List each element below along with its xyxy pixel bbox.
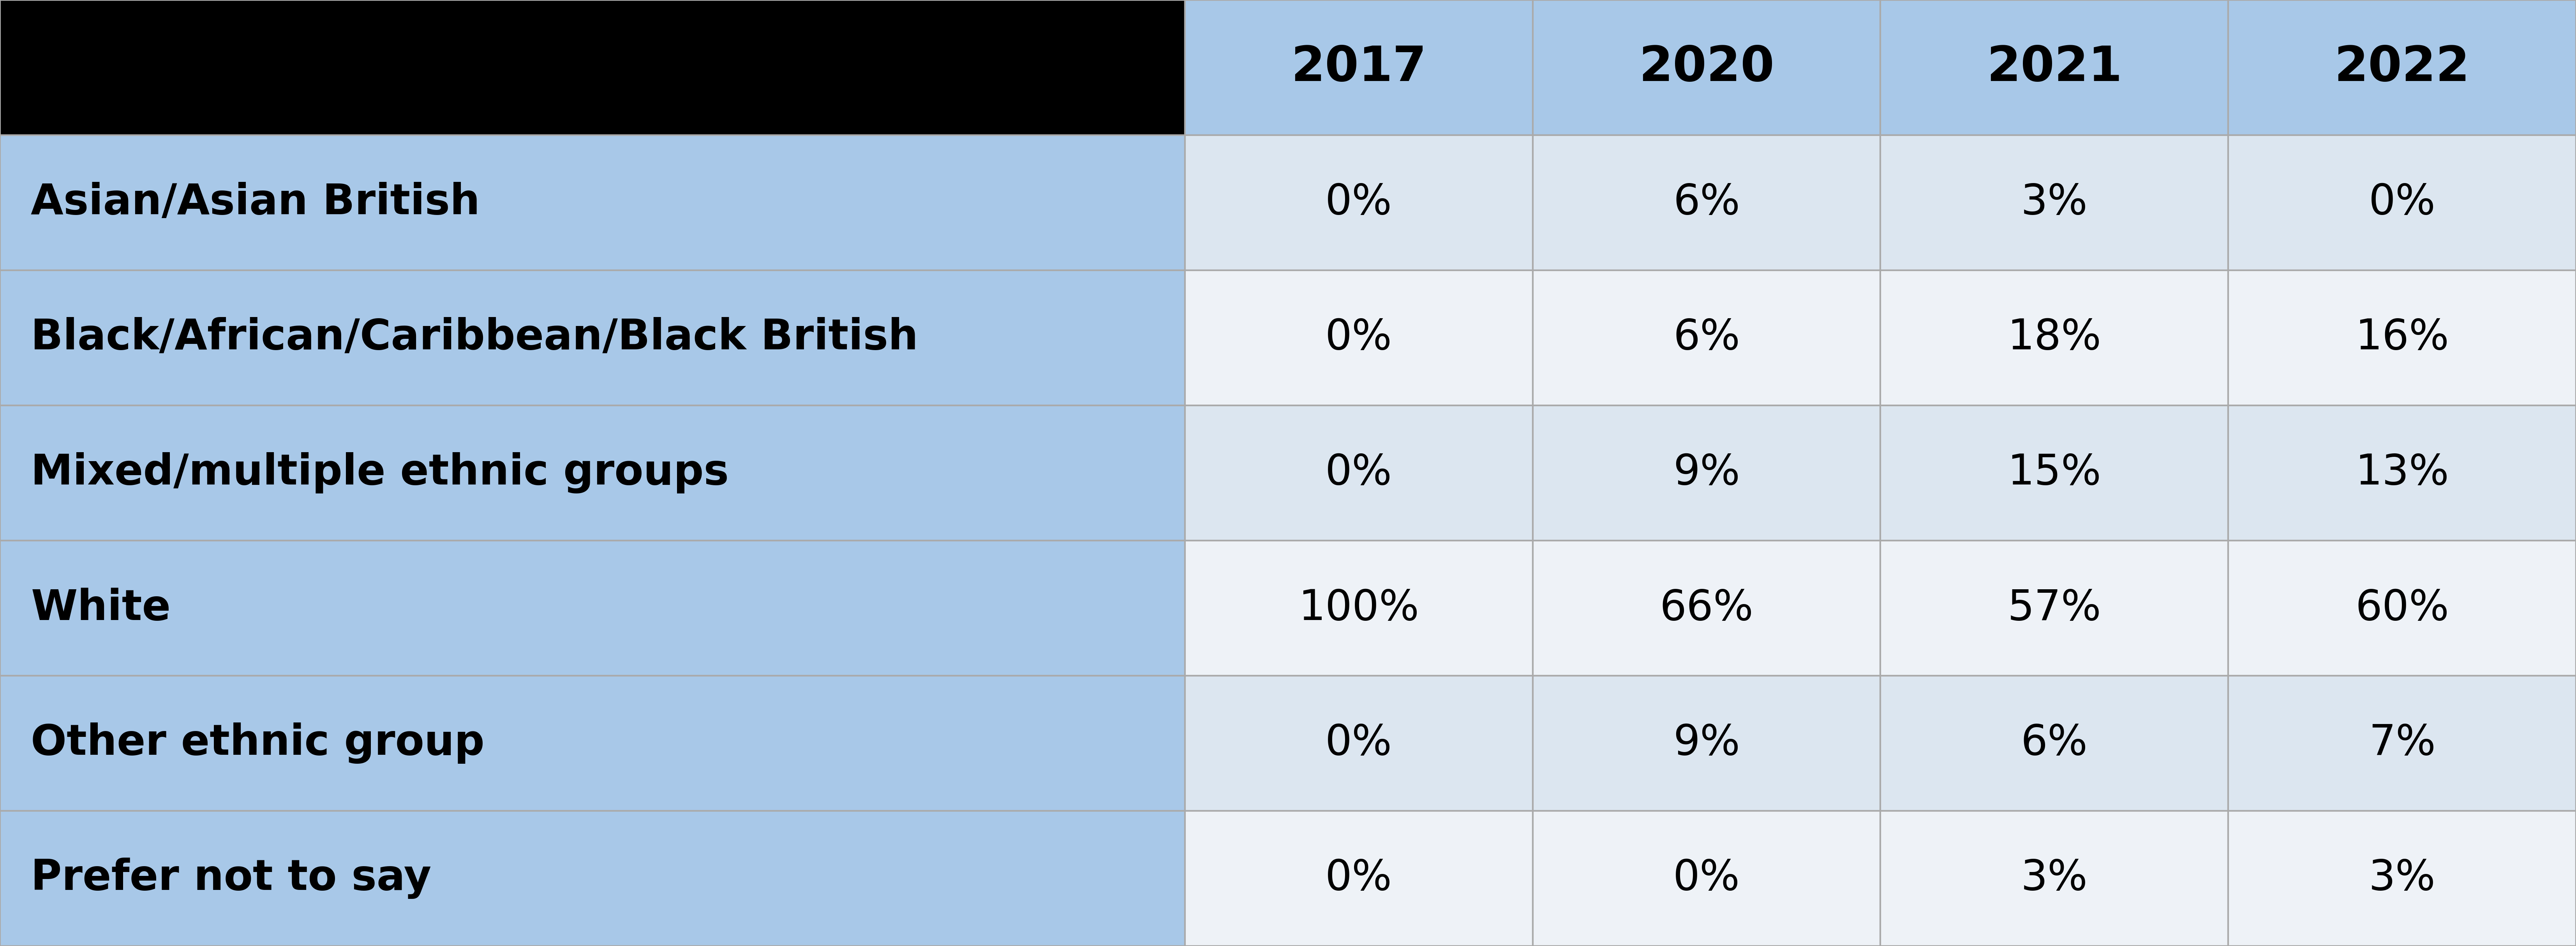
Bar	[1185, 540, 1533, 675]
Text: 0%: 0%	[1324, 858, 1394, 899]
Text: 3%: 3%	[2022, 858, 2087, 899]
Bar	[1533, 271, 1880, 406]
Text: 2022: 2022	[2334, 44, 2470, 91]
Bar	[0, 271, 1185, 406]
Bar	[1185, 406, 1533, 540]
Bar	[1533, 406, 1880, 540]
Text: 2020: 2020	[1638, 44, 1775, 91]
Bar	[2228, 406, 2576, 540]
Bar	[2228, 811, 2576, 946]
Text: 6%: 6%	[1672, 317, 1741, 359]
Text: 2021: 2021	[1986, 44, 2123, 91]
Text: 3%: 3%	[2022, 182, 2087, 223]
Text: 2017: 2017	[1291, 44, 1427, 91]
Bar	[1880, 271, 2228, 406]
Bar	[1533, 135, 1880, 271]
Bar	[0, 540, 1185, 675]
Text: 18%: 18%	[2007, 317, 2102, 359]
Text: 0%: 0%	[1324, 723, 1394, 764]
Text: 13%: 13%	[2354, 452, 2450, 494]
Bar	[1185, 811, 1533, 946]
Text: 0%: 0%	[1324, 317, 1394, 359]
Text: Black/African/Caribbean/Black British: Black/African/Caribbean/Black British	[31, 317, 917, 359]
Bar	[1533, 811, 1880, 946]
Bar	[2228, 271, 2576, 406]
Bar	[1880, 0, 2228, 135]
Text: 3%: 3%	[2370, 858, 2434, 899]
Bar	[2228, 0, 2576, 135]
Text: 0%: 0%	[1324, 182, 1394, 223]
Text: Other ethnic group: Other ethnic group	[31, 723, 484, 764]
Text: Mixed/multiple ethnic groups: Mixed/multiple ethnic groups	[31, 452, 729, 494]
Bar	[1533, 540, 1880, 675]
Text: 9%: 9%	[1672, 452, 1741, 494]
Bar	[2228, 135, 2576, 271]
Bar	[1880, 135, 2228, 271]
Text: White: White	[31, 587, 170, 629]
Bar	[0, 406, 1185, 540]
Text: 6%: 6%	[2020, 723, 2089, 764]
Text: 0%: 0%	[1324, 452, 1394, 494]
Text: 66%: 66%	[1659, 587, 1754, 629]
Bar	[0, 135, 1185, 271]
Text: 0%: 0%	[2367, 182, 2437, 223]
Bar	[1185, 271, 1533, 406]
Bar	[1185, 135, 1533, 271]
Bar	[1880, 675, 2228, 811]
Bar	[1533, 675, 1880, 811]
Bar	[0, 675, 1185, 811]
Bar	[1185, 675, 1533, 811]
Text: Asian/Asian British: Asian/Asian British	[31, 182, 479, 223]
Text: 16%: 16%	[2354, 317, 2450, 359]
Bar	[0, 811, 1185, 946]
Bar	[2228, 675, 2576, 811]
Text: 6%: 6%	[1672, 182, 1741, 223]
Text: 7%: 7%	[2370, 723, 2434, 764]
Bar	[1533, 0, 1880, 135]
Bar	[1185, 0, 1533, 135]
Text: 57%: 57%	[2007, 587, 2102, 629]
Text: 100%: 100%	[1298, 587, 1419, 629]
Bar	[1880, 811, 2228, 946]
Text: 60%: 60%	[2354, 587, 2450, 629]
Bar	[0, 0, 1185, 135]
Text: 15%: 15%	[2007, 452, 2102, 494]
Text: 0%: 0%	[1672, 858, 1741, 899]
Bar	[2228, 540, 2576, 675]
Bar	[1880, 540, 2228, 675]
Text: 9%: 9%	[1672, 723, 1741, 764]
Bar	[1880, 406, 2228, 540]
Text: Prefer not to say: Prefer not to say	[31, 858, 430, 899]
